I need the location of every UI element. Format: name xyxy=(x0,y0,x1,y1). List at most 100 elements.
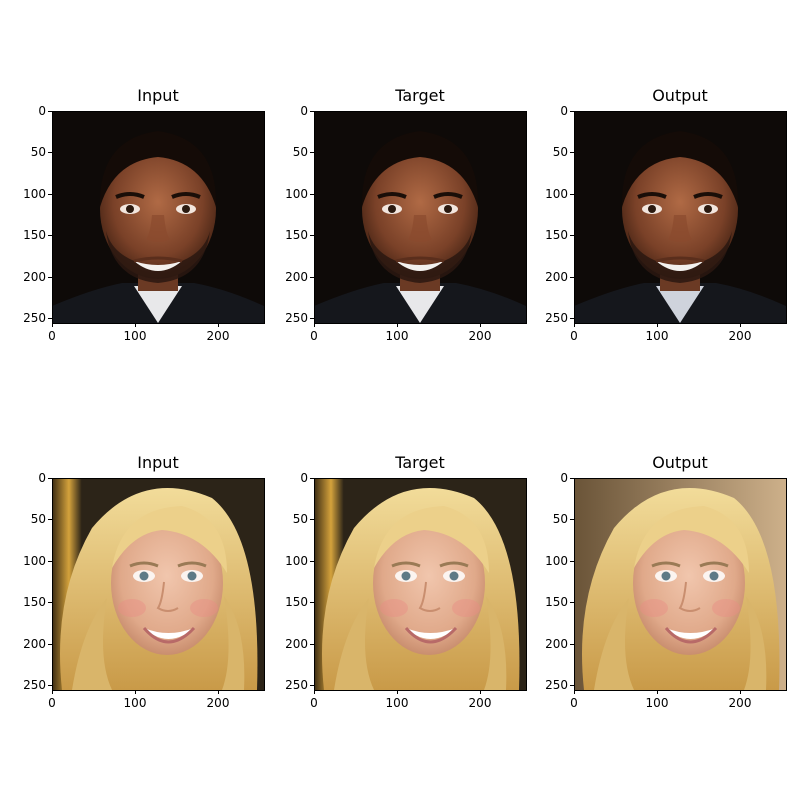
panel-target-row-1: Target 0 50 100 150 200 250 0 100 200 xyxy=(285,86,527,343)
x-tick-label: 100 xyxy=(645,696,669,710)
face-illustration xyxy=(52,478,264,690)
face-illustration xyxy=(314,478,526,690)
panel-title: Target xyxy=(395,86,445,105)
y-tick-label: 250 xyxy=(545,311,568,325)
y-tick-mark xyxy=(310,478,314,479)
y-tick-mark xyxy=(310,152,314,153)
x-tick-mark xyxy=(740,323,741,327)
y-tick-mark xyxy=(310,277,314,278)
y-tick-mark xyxy=(48,644,52,645)
x-tick-label: 100 xyxy=(385,696,409,710)
y-tick-label: 0 xyxy=(38,104,46,118)
x-tick-label: 0 xyxy=(48,696,56,710)
y-tick-label: 0 xyxy=(560,471,568,485)
x-tick-mark xyxy=(480,690,481,694)
y-tick-mark xyxy=(570,111,574,112)
y-tick-mark xyxy=(310,561,314,562)
panel-target-row-2: Target 0 50 100 150 200 250 0 100 200 xyxy=(285,453,527,710)
y-tick-mark xyxy=(310,644,314,645)
y-tick-label: 250 xyxy=(285,678,308,692)
x-tick-mark xyxy=(657,323,658,327)
x-tick-label: 100 xyxy=(123,329,147,343)
y-tick-mark xyxy=(570,685,574,686)
x-tick-label: 200 xyxy=(728,696,752,710)
y-tick-label: 150 xyxy=(23,228,46,242)
x-tick-label: 100 xyxy=(123,696,147,710)
x-tick-mark xyxy=(740,690,741,694)
x-tick-mark xyxy=(52,690,53,694)
y-tick-mark xyxy=(310,111,314,112)
panel-input-row-2: Input 0 50 100 150 200 250 0 100 200 xyxy=(23,453,265,710)
x-tick-label: 200 xyxy=(468,696,492,710)
x-tick-mark xyxy=(218,323,219,327)
y-tick-mark xyxy=(570,277,574,278)
y-tick-label: 100 xyxy=(23,187,46,201)
y-tick-label: 250 xyxy=(545,678,568,692)
panel-image xyxy=(314,478,526,690)
y-tick-label: 200 xyxy=(23,270,46,284)
y-tick-mark xyxy=(48,235,52,236)
y-tick-mark xyxy=(310,318,314,319)
y-tick-label: 250 xyxy=(285,311,308,325)
panel-image xyxy=(314,111,526,323)
y-tick-mark xyxy=(570,152,574,153)
panel-input-row-1: Input 0 50 100 150 200 250 0 100 200 xyxy=(23,86,265,343)
face-illustration xyxy=(574,111,786,323)
panel-title: Input xyxy=(137,86,179,105)
y-tick-mark xyxy=(570,644,574,645)
y-tick-label: 0 xyxy=(300,471,308,485)
y-tick-mark xyxy=(48,318,52,319)
panel-output-row-1: Output 0 50 100 150 200 250 0 100 200 xyxy=(545,86,787,343)
face-illustration xyxy=(314,111,526,323)
x-tick-label: 200 xyxy=(468,329,492,343)
y-tick-label: 200 xyxy=(545,270,568,284)
y-tick-mark xyxy=(310,685,314,686)
x-tick-mark xyxy=(574,323,575,327)
y-tick-label: 50 xyxy=(30,512,46,526)
y-tick-label: 50 xyxy=(552,145,568,159)
x-tick-mark xyxy=(52,323,53,327)
y-tick-label: 100 xyxy=(285,554,308,568)
y-tick-mark xyxy=(570,318,574,319)
y-tick-label: 150 xyxy=(285,228,308,242)
panel-image xyxy=(52,111,264,323)
x-tick-label: 100 xyxy=(385,329,409,343)
x-tick-mark xyxy=(135,323,136,327)
y-tick-label: 50 xyxy=(30,145,46,159)
y-tick-mark xyxy=(310,519,314,520)
y-tick-label: 50 xyxy=(552,512,568,526)
y-tick-label: 200 xyxy=(285,270,308,284)
y-tick-label: 250 xyxy=(23,678,46,692)
y-tick-mark xyxy=(570,194,574,195)
x-tick-label: 0 xyxy=(570,696,578,710)
y-tick-mark xyxy=(48,152,52,153)
y-tick-mark xyxy=(310,602,314,603)
y-tick-label: 100 xyxy=(545,554,568,568)
y-tick-mark xyxy=(570,602,574,603)
y-tick-label: 50 xyxy=(292,512,308,526)
y-tick-label: 250 xyxy=(23,311,46,325)
panel-output-row-2: Output 0 50 100 150 200 250 0 100 200 xyxy=(545,453,787,710)
y-tick-label: 150 xyxy=(285,595,308,609)
y-tick-label: 150 xyxy=(23,595,46,609)
y-tick-mark xyxy=(48,194,52,195)
y-tick-mark xyxy=(570,235,574,236)
y-tick-label: 200 xyxy=(23,637,46,651)
y-tick-mark xyxy=(570,561,574,562)
x-tick-mark xyxy=(314,690,315,694)
y-tick-label: 50 xyxy=(292,145,308,159)
x-tick-mark xyxy=(480,323,481,327)
y-tick-mark xyxy=(48,277,52,278)
panel-image xyxy=(574,478,786,690)
face-illustration xyxy=(52,111,264,323)
y-tick-mark xyxy=(570,519,574,520)
y-tick-label: 150 xyxy=(545,595,568,609)
panel-title: Target xyxy=(395,453,445,472)
y-tick-mark xyxy=(48,602,52,603)
x-tick-mark xyxy=(314,323,315,327)
x-tick-mark xyxy=(397,323,398,327)
x-tick-label: 0 xyxy=(310,329,318,343)
panel-title: Input xyxy=(137,453,179,472)
panel-image xyxy=(574,111,786,323)
y-tick-mark xyxy=(310,235,314,236)
